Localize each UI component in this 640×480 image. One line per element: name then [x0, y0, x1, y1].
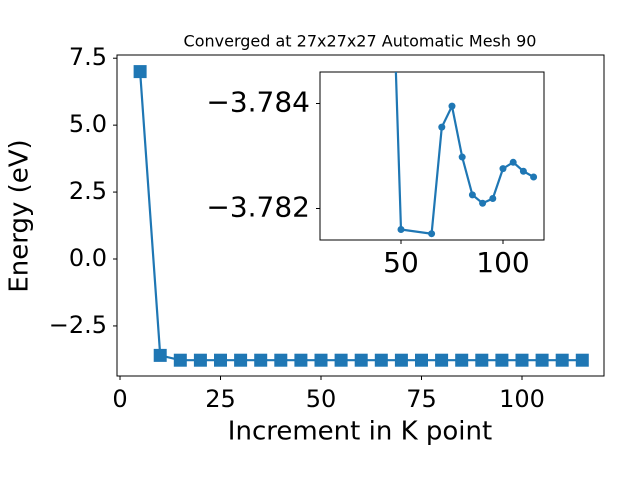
y-tick-label: 2.5 — [69, 177, 107, 205]
data-point — [193, 353, 207, 367]
x-tick-label: 75 — [406, 385, 437, 413]
y-tick-label: −2.5 — [49, 311, 107, 339]
data-point — [448, 102, 456, 110]
data-point — [415, 353, 429, 367]
data-point — [475, 353, 489, 367]
chart-title: Converged at 27x27x27 Automatic Mesh 90 — [184, 32, 537, 51]
x-axis-label: Increment in K point — [228, 417, 492, 447]
data-point — [468, 191, 476, 199]
y-tick-label: 0.0 — [69, 244, 107, 272]
data-point — [294, 353, 308, 367]
data-point — [274, 353, 288, 367]
data-point — [435, 353, 449, 367]
y-axis-label: Energy (eV) — [5, 139, 35, 292]
data-point — [499, 165, 507, 173]
data-point — [555, 353, 569, 367]
data-point — [354, 353, 368, 367]
data-point — [530, 173, 538, 181]
x-tick-label: 0 — [112, 385, 127, 413]
series — [394, 72, 538, 238]
x-tick-label: 50 — [383, 246, 419, 279]
data-point — [214, 353, 228, 367]
y-tick-label: −3.784 — [206, 86, 310, 119]
data-point — [535, 353, 549, 367]
data-point — [397, 226, 405, 233]
x-tick-label: 100 — [476, 246, 529, 279]
data-point — [575, 353, 589, 367]
data-point — [479, 199, 487, 207]
data-point — [458, 153, 466, 161]
data-point — [519, 167, 527, 175]
y-tick-label: 5.0 — [69, 110, 107, 138]
data-point — [153, 348, 167, 362]
data-point — [234, 353, 248, 367]
data-point — [254, 353, 268, 367]
data-point — [515, 353, 529, 367]
data-point — [455, 353, 469, 367]
data-point — [428, 230, 436, 238]
data-point — [374, 353, 388, 367]
x-tick-label: 50 — [306, 385, 337, 413]
data-point — [334, 353, 348, 367]
data-point — [133, 65, 147, 79]
data-point — [509, 158, 517, 166]
x-tick-label: 100 — [499, 385, 545, 413]
data-point — [173, 353, 187, 367]
y-tick-label: −3.782 — [206, 191, 310, 224]
data-point — [495, 353, 509, 367]
data-point — [394, 353, 408, 367]
data-point — [489, 195, 497, 203]
data-point — [438, 123, 446, 131]
series — [133, 65, 589, 367]
plot-area — [319, 71, 545, 241]
x-tick-label: 25 — [205, 385, 236, 413]
y-tick-label: 7.5 — [69, 43, 107, 71]
data-point — [314, 353, 328, 367]
